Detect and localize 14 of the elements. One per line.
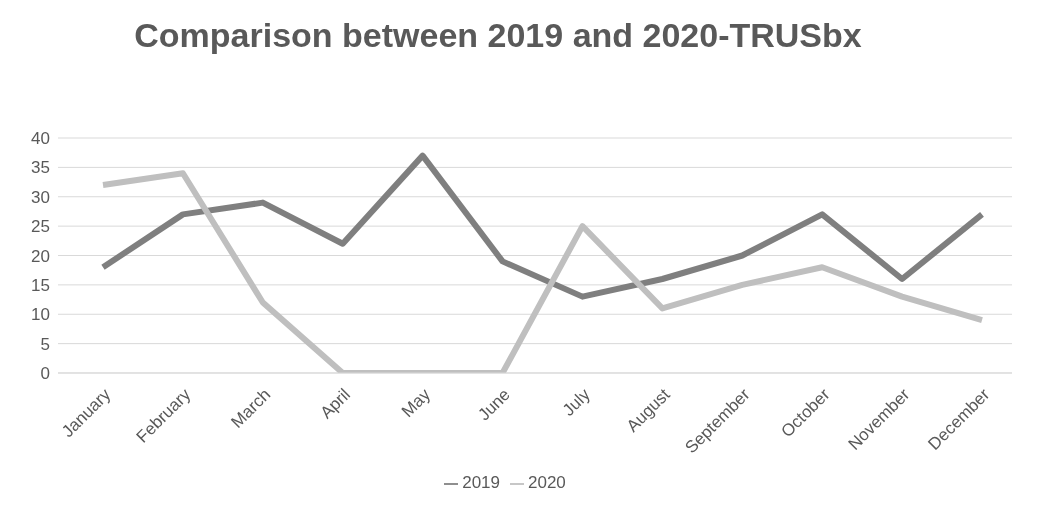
y-tick-label: 15: [31, 275, 50, 295]
x-tick-label: May: [397, 384, 435, 422]
legend-label: 2020: [528, 473, 566, 492]
y-tick-label: 10: [31, 305, 50, 325]
y-tick-label: 20: [31, 246, 50, 266]
y-tick-label: 30: [31, 187, 50, 207]
y-tick-label: 0: [40, 364, 50, 384]
chart-title: Comparison between 2019 and 2020-TRUSbx: [133, 15, 863, 56]
y-tick-label: 25: [31, 217, 50, 237]
x-tick-label: July: [559, 384, 595, 420]
y-tick-label: 5: [40, 334, 50, 354]
y-tick-label: 35: [31, 158, 50, 178]
legend-label: 2019: [462, 473, 500, 492]
y-tick-label: 40: [31, 129, 50, 149]
